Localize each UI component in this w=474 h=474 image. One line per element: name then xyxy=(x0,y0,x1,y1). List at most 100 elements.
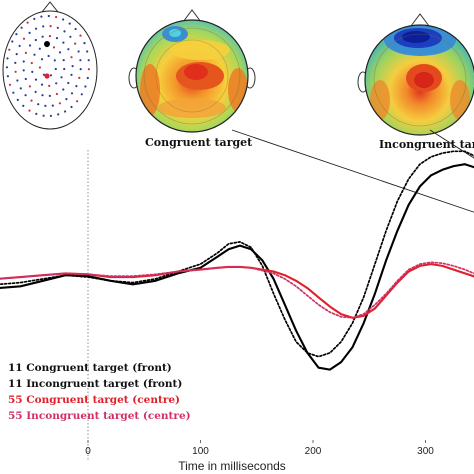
electrode-dot xyxy=(30,61,33,65)
electrode-dot xyxy=(63,30,66,33)
electrode-dot xyxy=(67,81,70,85)
connector-line xyxy=(429,129,474,159)
electrode-dot xyxy=(48,94,51,97)
legend-item-11-congruent: 11 Congruent target (front) xyxy=(8,362,172,374)
topomap-congruent-label: Congruent target xyxy=(145,136,253,149)
electrode-dot xyxy=(58,102,62,105)
electrode-dot xyxy=(40,15,43,18)
electrode-dot xyxy=(28,85,31,88)
electrode-dot xyxy=(62,59,65,62)
electrode-dot xyxy=(31,70,34,73)
electrode-dot xyxy=(44,104,47,107)
electrode-dot xyxy=(35,112,38,115)
electrode-dots xyxy=(5,14,90,117)
electrode-dot xyxy=(24,77,27,81)
electrode-dot xyxy=(70,56,73,59)
electrode-dot xyxy=(67,48,70,51)
electrode-dot xyxy=(22,69,25,72)
electrode-dot xyxy=(49,25,52,28)
electrode-dot xyxy=(40,83,44,86)
electrode-dot xyxy=(47,14,50,18)
electrode-dot xyxy=(51,104,54,107)
electrode-dot xyxy=(70,92,74,95)
electrode-dot xyxy=(34,90,37,93)
electrode-dot xyxy=(28,44,32,47)
electrode-dot xyxy=(83,42,86,45)
x-axis-label: Time in milliseconds xyxy=(178,459,286,473)
electrode-dot xyxy=(55,15,58,19)
electrode-dot xyxy=(24,94,27,97)
x-tick-label: 100 xyxy=(192,446,209,457)
electrode-dot xyxy=(62,41,65,44)
electrode-dot xyxy=(53,59,56,62)
electrode-dot xyxy=(14,70,17,73)
electrode-dot xyxy=(79,59,82,62)
electrode-dot xyxy=(75,85,78,88)
topomap-incongruent-label: Incongruent targ xyxy=(379,138,474,151)
series-line-2 xyxy=(0,263,474,319)
topomap-congruent-nose xyxy=(182,9,202,23)
electrode-dot xyxy=(55,82,58,85)
electrode-dot xyxy=(15,53,18,56)
electrode-55-centre xyxy=(44,73,50,79)
electrode-dot xyxy=(68,22,71,25)
electrode-dot xyxy=(60,76,63,79)
electrode-dot xyxy=(79,34,82,37)
electrode-dot xyxy=(62,88,65,91)
electrode-dot xyxy=(12,91,15,94)
legend: 11 Congruent target (front) 11 Incongrue… xyxy=(8,362,191,422)
electrode-dot xyxy=(15,33,18,36)
electrode-dot xyxy=(58,51,62,54)
electrode-dot xyxy=(70,105,73,109)
electrode-dot xyxy=(22,104,25,107)
electrode-dot xyxy=(78,76,81,79)
head-outline xyxy=(2,10,98,130)
electrode-11-front xyxy=(44,41,50,47)
electrode-dot xyxy=(62,18,65,21)
electrode-dot xyxy=(56,26,59,29)
topomap-connectors xyxy=(231,129,474,213)
electrode-dot xyxy=(24,51,27,55)
topomap-incongruent-outline xyxy=(364,24,474,136)
electrode-dot xyxy=(37,103,40,106)
electrode-dot xyxy=(41,35,44,38)
topomap-incongruent-nose xyxy=(410,13,430,27)
series-layer xyxy=(0,150,474,371)
series-line-3 xyxy=(0,261,474,319)
electrode-dot xyxy=(6,75,9,78)
electrode-dot xyxy=(55,92,59,96)
head-nose xyxy=(41,1,59,13)
topomap-incongruent: Incongruent targ xyxy=(357,13,474,151)
x-tick-label: 0 xyxy=(85,446,91,457)
electrode-dot xyxy=(86,76,89,80)
electrode-dot xyxy=(11,40,14,43)
electrode-dot xyxy=(41,94,44,97)
electrode-dot xyxy=(77,50,80,53)
electrode-dot xyxy=(22,60,25,63)
electrode-dot xyxy=(47,54,50,58)
electrode-dot xyxy=(70,73,73,76)
electrode-dot xyxy=(20,26,23,29)
electrode-dot xyxy=(34,78,38,81)
x-tick-label: 200 xyxy=(305,446,322,457)
electrode-dot xyxy=(63,67,66,71)
legend-item-55-congruent: 55 Congruent target (centre) xyxy=(8,394,180,406)
electrode-dot xyxy=(52,46,56,49)
electrode-dot xyxy=(22,37,26,40)
electrode-dot xyxy=(87,68,90,71)
electrode-dot xyxy=(65,98,68,101)
electrode-dot xyxy=(79,68,82,71)
electrode-dot xyxy=(86,50,89,53)
electrode-dot xyxy=(87,59,90,62)
series-line-1 xyxy=(0,150,474,358)
x-axis-ticks: -1000100200300400500600 xyxy=(85,440,434,457)
electrode-dot xyxy=(14,61,17,64)
series-line-0 xyxy=(0,163,474,371)
electrode-dot xyxy=(26,21,29,24)
electrode-dot xyxy=(34,38,37,42)
electrode-dot xyxy=(64,110,67,113)
topomap-congruent: Congruent target xyxy=(128,9,256,149)
electrode-dot xyxy=(8,48,11,51)
